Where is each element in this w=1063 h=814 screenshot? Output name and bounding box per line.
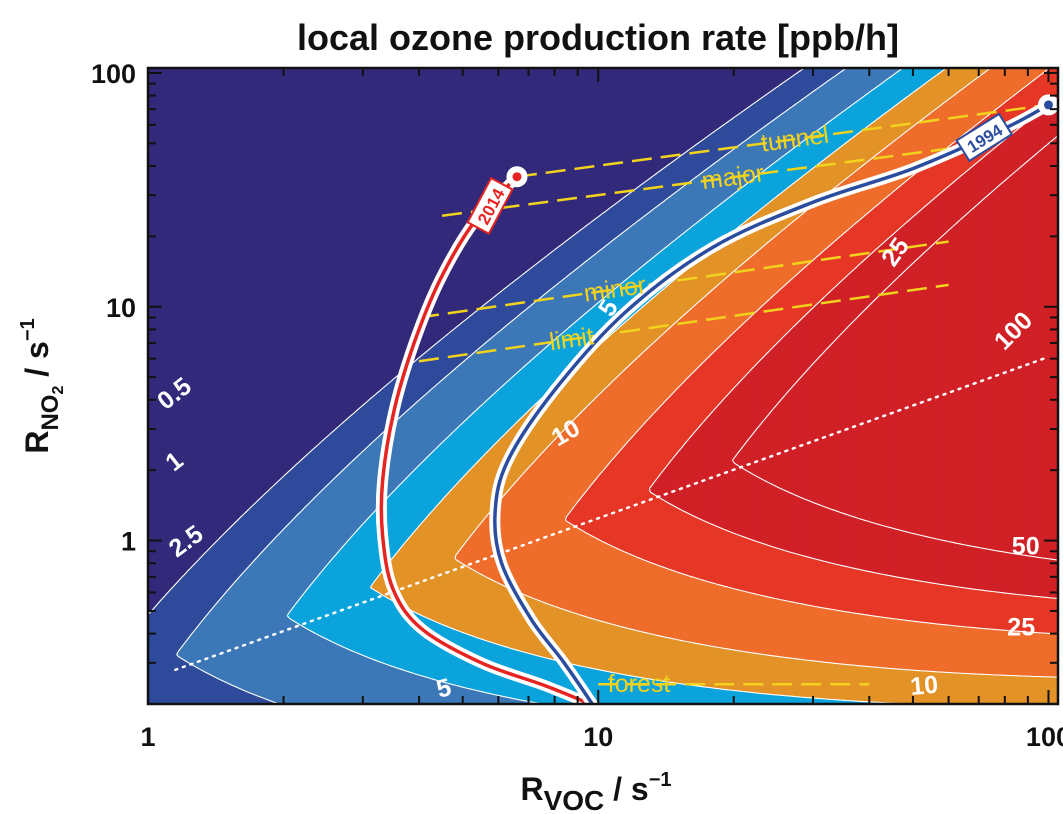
y-axis-label: RNO2 / s−1 [17,318,67,453]
x-axis-label: RVOC / s−1 [520,769,671,814]
scenario-label-text: forest [608,670,671,698]
y-axis-tick-labels: 1 10 100 [91,59,136,557]
contour-label-25: 25 [1007,613,1035,641]
scenario-label-forest: forest [604,670,675,698]
x-tick-label: 1 [140,722,155,752]
y-tick-label: 100 [91,59,136,89]
chart-title: local ozone production rate [ppb/h] [297,17,899,58]
y-tick-label: 10 [106,293,136,323]
x-tick-label: 10 [583,722,613,752]
trajectory-marker-dot [1044,100,1053,109]
contour-label-50: 50 [1012,533,1040,561]
x-tick-label: 100 [1026,722,1063,752]
trajectory-marker-dot [512,172,521,181]
y-tick-label: 1 [121,527,136,557]
x-axis-tick-labels: 1 10 100 [140,722,1063,752]
